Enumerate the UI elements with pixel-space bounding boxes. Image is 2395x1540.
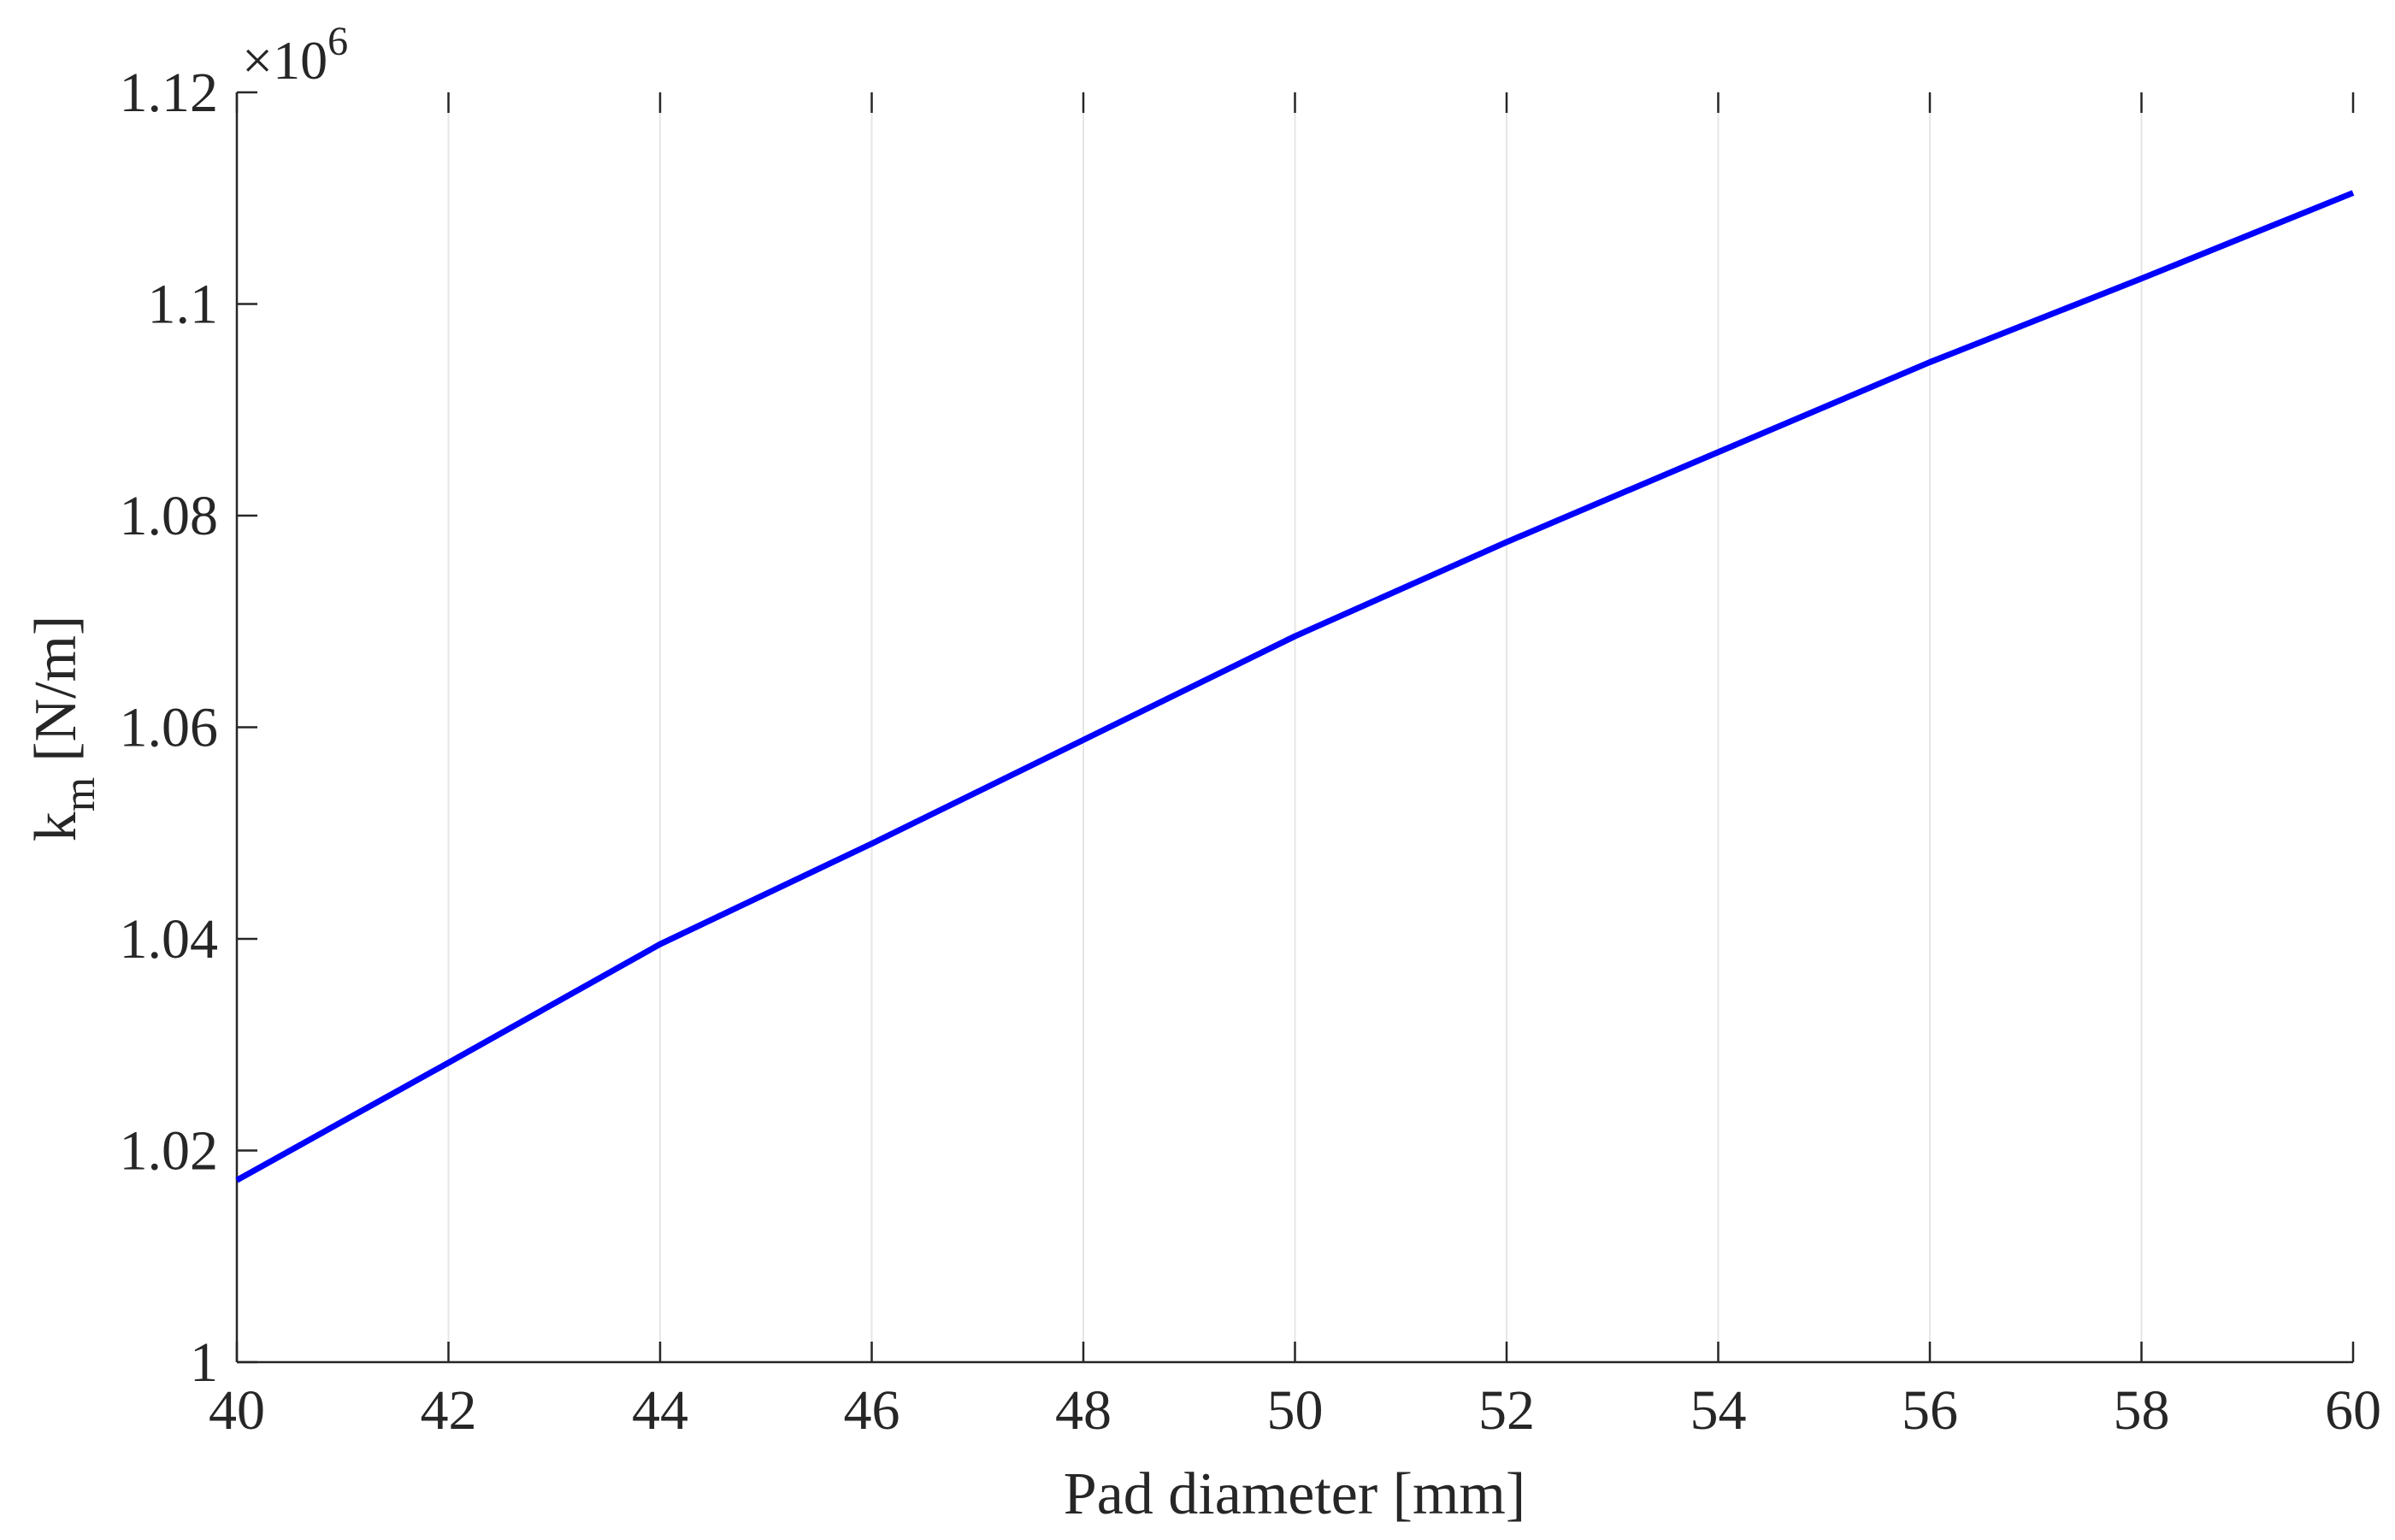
y-tick-label: 1.04 bbox=[120, 908, 219, 971]
x-tick-label: 60 bbox=[2325, 1379, 2381, 1442]
x-tick-label: 54 bbox=[1690, 1379, 1747, 1442]
x-tick-label: 56 bbox=[1902, 1379, 1958, 1442]
y-axis-multiplier-exponent: 6 bbox=[327, 19, 348, 64]
x-tick-label: 42 bbox=[421, 1379, 477, 1442]
x-tick-label: 40 bbox=[209, 1379, 265, 1442]
y-axis-label-unit: [N/m] bbox=[23, 616, 89, 762]
y-tick-label: 1.06 bbox=[120, 697, 219, 759]
x-tick-label: 48 bbox=[1055, 1379, 1112, 1442]
x-tick-label: 58 bbox=[2114, 1379, 2170, 1442]
series-line bbox=[235, 190, 2355, 1183]
y-axis-ticks: 1 1.02 1.04 1.06 1.08 1.1 1.12 bbox=[120, 62, 257, 1394]
y-tick-label: 1.02 bbox=[120, 1120, 219, 1183]
x-axis-ticks: 40 42 44 46 48 50 52 54 56 58 60 bbox=[209, 92, 2381, 1442]
x-tick-label: 46 bbox=[844, 1379, 900, 1442]
y-axis-multiplier-base: ×10 bbox=[242, 30, 327, 91]
x-tick-label: 44 bbox=[632, 1379, 688, 1442]
series-group bbox=[235, 190, 2355, 1183]
y-tick-label: 1 bbox=[190, 1331, 218, 1394]
y-tick-label: 1.08 bbox=[120, 485, 219, 547]
y-axis-multiplier: ×106 bbox=[242, 19, 348, 91]
x-tick-label: 50 bbox=[1267, 1379, 1324, 1442]
y-axis-label: km [N/m] bbox=[23, 616, 104, 842]
y-tick-label: 1.1 bbox=[148, 274, 219, 336]
y-tick-label: 1.12 bbox=[120, 62, 219, 124]
x-axis-label: Pad diameter [mm] bbox=[1064, 1461, 1525, 1527]
y-axis-label-symbol: k bbox=[23, 811, 89, 841]
x-grid-lines bbox=[447, 92, 2143, 1362]
x-tick-label: 52 bbox=[1478, 1379, 1535, 1442]
y-axis-label-subscript: m bbox=[56, 777, 104, 811]
